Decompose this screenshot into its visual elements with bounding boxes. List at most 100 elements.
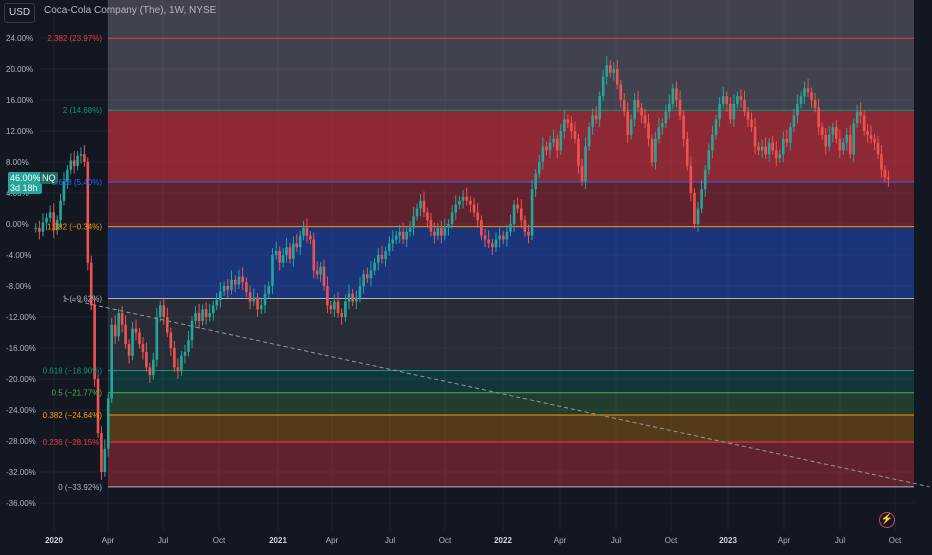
candle-body (319, 266, 322, 275)
candle-body (842, 142, 845, 151)
candle-body (66, 169, 69, 182)
candle-body (391, 239, 395, 244)
candle-body (152, 359, 155, 376)
candle-body (876, 142, 880, 155)
candle-body (880, 154, 883, 170)
candle-body (739, 96, 743, 100)
candle-body (176, 367, 180, 372)
candle-body (183, 351, 187, 356)
candle-body (806, 88, 810, 93)
fib-band (108, 0, 914, 39)
candle-body (34, 227, 38, 229)
candle-body (376, 255, 380, 263)
y-axis-tick-label: -12.00% (6, 313, 36, 322)
candle-body (643, 115, 647, 124)
x-axis-tick-label: 2022 (494, 536, 512, 545)
candle-body (169, 332, 173, 348)
candle-body (689, 165, 693, 193)
candle-body (714, 119, 718, 135)
candle-body (450, 212, 454, 224)
candle-body (852, 123, 856, 155)
candle-body (83, 154, 86, 162)
candle-body (141, 344, 145, 352)
candle-body (326, 286, 329, 306)
fib-level-label: 2 (14.68%) (63, 106, 102, 115)
candle-body (292, 243, 295, 259)
candle-body (545, 146, 548, 151)
candle-body (86, 162, 90, 263)
y-axis-tick-label: -36.00% (6, 499, 36, 508)
candle-body (110, 324, 114, 399)
candle-body (401, 231, 405, 240)
fib-band (108, 298, 914, 371)
candle-body (700, 189, 703, 209)
candle-body (454, 204, 458, 213)
candle-body (204, 309, 208, 317)
fib-band (108, 370, 914, 393)
candle-body (671, 88, 675, 104)
x-axis: 2020 Apr Jul Oct 2021 Apr Jul Oct 2022 Apr Jul Oct 2… (45, 536, 902, 545)
y-axis-tick-label: 0.00% (6, 220, 29, 229)
candle-body (782, 138, 785, 155)
candle-body (678, 100, 682, 116)
lightning-icon[interactable]: ⚡ (879, 512, 895, 528)
candle-body (440, 227, 443, 236)
candle-body (647, 123, 650, 139)
candle-body (201, 309, 204, 321)
candle-body (502, 235, 505, 240)
candle-body (559, 131, 563, 151)
candle-body (523, 220, 527, 232)
candle-body (222, 286, 226, 292)
x-axis-tick-label: 2020 (45, 536, 63, 545)
candle-body (650, 138, 654, 162)
candle-body (285, 247, 288, 255)
candle-body (767, 142, 771, 155)
candle-body (106, 398, 110, 449)
x-axis-tick-label: Jul (835, 536, 845, 545)
candle-body (298, 235, 302, 248)
candle-body (654, 138, 657, 162)
candle-body (41, 222, 45, 232)
candle-body (394, 235, 398, 240)
candle-body (584, 146, 587, 182)
candle-body (580, 165, 584, 182)
x-axis-tick-label: 2023 (719, 536, 737, 545)
fib-level-label: 1 (−9.62%) (63, 295, 103, 304)
candle-body (443, 227, 447, 236)
candle-body (405, 231, 408, 240)
candle-body (120, 313, 124, 325)
candle-body (771, 142, 775, 151)
candle-body (774, 150, 778, 159)
fib-level-label: 1.382 (−0.34%) (47, 223, 102, 232)
candle-body (369, 270, 373, 279)
candle-body (55, 220, 59, 231)
candle-body (664, 111, 668, 124)
candle-body (148, 367, 152, 376)
candle-body (263, 293, 267, 306)
candle-body (215, 299, 219, 306)
currency-selector[interactable]: USD (4, 3, 36, 23)
candle-body (682, 115, 685, 139)
candle-body (469, 200, 472, 205)
y-axis-tick-label: -28.00% (6, 437, 36, 446)
candle-body (72, 160, 76, 166)
candle-body (527, 231, 530, 236)
candle-body (541, 146, 545, 162)
candle-body (127, 344, 131, 356)
candle-body (820, 127, 824, 135)
candle-body (760, 146, 764, 151)
candle-body (530, 189, 534, 236)
candle-body (480, 220, 483, 236)
candle-body (340, 313, 343, 317)
candle-body (764, 146, 767, 155)
y-axis-tick-label: 20.00% (6, 65, 33, 74)
candle-body (194, 313, 197, 321)
candle-body (707, 150, 711, 170)
candle-body (577, 138, 580, 166)
candle-body (197, 313, 201, 321)
y-axis-tick-label: -16.00% (6, 344, 36, 353)
candle-body (718, 103, 721, 120)
candle-body (729, 103, 732, 120)
